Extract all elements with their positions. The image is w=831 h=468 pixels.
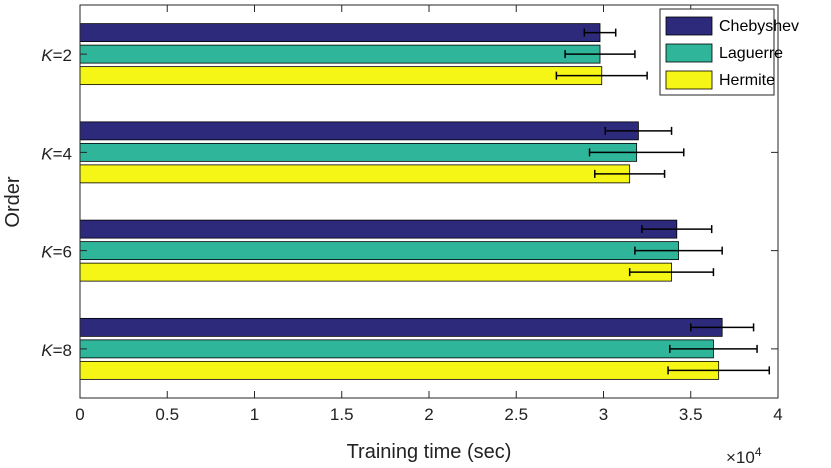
bar-chebyshev-3 xyxy=(79,219,678,239)
errorbars-layer xyxy=(555,28,771,375)
legend-swatch-laguerre xyxy=(665,43,713,63)
x-tick-label-4: 2 xyxy=(424,405,433,424)
x-ticks: 0 0.5 1 1.5 2 2.5 3 3.5 4 xyxy=(75,5,783,424)
x-tick-label-7: 3.5 xyxy=(679,405,703,424)
y-tick-label-2: K=4 xyxy=(41,144,72,163)
x-tick-label-0: 0 xyxy=(75,405,84,424)
bar-hermite-1 xyxy=(79,66,603,86)
x-tick-label-3: 1.5 xyxy=(330,405,354,424)
x-exponent-base: ×10 xyxy=(726,448,755,467)
y-tick-label-var: K xyxy=(41,341,53,360)
x-tick-label-2: 1 xyxy=(250,405,259,424)
bar-hermite-2 xyxy=(79,164,631,184)
legend: Chebyshev Laguerre Hermite xyxy=(659,8,799,96)
x-tick-label-8: 4 xyxy=(773,405,782,424)
bar-hermite-4 xyxy=(79,360,720,380)
y-tick-label-var: K xyxy=(41,243,53,262)
legend-swatch-hermite xyxy=(665,70,713,90)
bar-chebyshev-4 xyxy=(79,317,723,337)
x-exponent-power: 4 xyxy=(755,445,762,459)
bar-laguerre-1 xyxy=(79,44,601,64)
y-axis-title: Order xyxy=(2,176,24,227)
legend-label-laguerre: Laguerre xyxy=(719,45,783,62)
x-axis-title: Training time (sec) xyxy=(347,441,512,463)
y-tick-label-value: =8 xyxy=(53,341,72,360)
y-tick-label-value: =2 xyxy=(53,46,72,65)
x-tick-label-6: 3 xyxy=(599,405,608,424)
y-tick-label-value: =6 xyxy=(53,243,72,262)
bar-laguerre-4 xyxy=(79,339,714,359)
bar-laguerre-2 xyxy=(79,142,638,162)
x-exponent-label: ×104 xyxy=(726,445,762,467)
y-tick-label-var: K xyxy=(41,144,53,163)
legend-label-chebyshev: Chebyshev xyxy=(719,18,799,35)
bar-hermite-3 xyxy=(79,262,672,282)
bar-chebyshev-1 xyxy=(79,23,601,43)
x-tick-label-5: 2.5 xyxy=(504,405,528,424)
y-ticks: K=2K=4K=6K=8 xyxy=(41,46,778,360)
x-tick-label-1: 0.5 xyxy=(155,405,179,424)
y-tick-label-value: =4 xyxy=(53,144,72,163)
y-tick-label-3: K=6 xyxy=(41,243,72,262)
y-tick-label-1: K=2 xyxy=(41,46,72,65)
y-tick-label-var: K xyxy=(41,46,53,65)
legend-swatch-chebyshev xyxy=(665,16,713,36)
legend-label-hermite: Hermite xyxy=(719,72,775,89)
bar-laguerre-3 xyxy=(79,241,679,261)
y-tick-label-4: K=8 xyxy=(41,341,72,360)
bar-chebyshev-2 xyxy=(79,121,639,141)
